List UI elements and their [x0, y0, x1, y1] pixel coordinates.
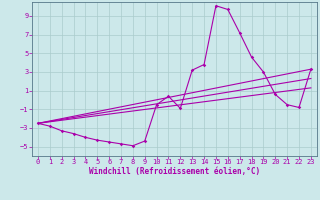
- X-axis label: Windchill (Refroidissement éolien,°C): Windchill (Refroidissement éolien,°C): [89, 167, 260, 176]
